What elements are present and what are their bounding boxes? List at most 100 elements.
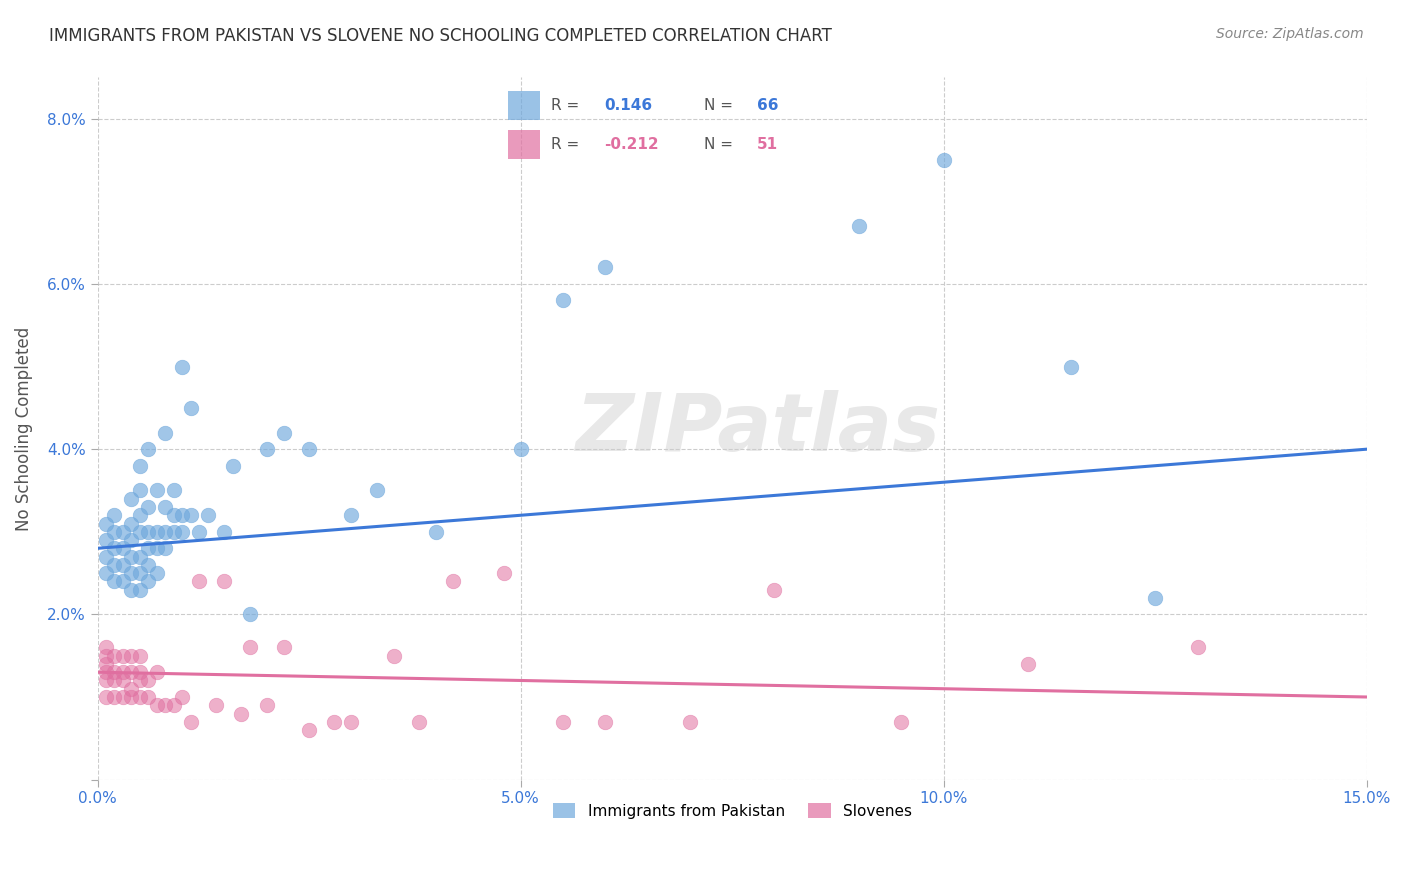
Point bbox=[441, 574, 464, 589]
Point bbox=[94, 673, 117, 688]
Point bbox=[138, 673, 160, 688]
Point bbox=[138, 574, 160, 589]
Point bbox=[120, 681, 142, 696]
Point bbox=[138, 541, 160, 556]
Point bbox=[120, 491, 142, 506]
Point bbox=[111, 673, 134, 688]
Point bbox=[593, 714, 616, 729]
Point bbox=[94, 690, 117, 704]
Point bbox=[509, 442, 531, 457]
Point bbox=[763, 582, 786, 597]
Point bbox=[256, 442, 278, 457]
Point bbox=[163, 508, 186, 523]
Point bbox=[128, 549, 150, 564]
Point bbox=[298, 442, 321, 457]
Point bbox=[120, 582, 142, 597]
Point bbox=[155, 425, 177, 440]
Point bbox=[128, 508, 150, 523]
Point bbox=[128, 690, 150, 704]
Point bbox=[103, 524, 125, 539]
Point bbox=[1144, 591, 1167, 605]
Y-axis label: No Schooling Completed: No Schooling Completed bbox=[15, 326, 32, 531]
Text: IMMIGRANTS FROM PAKISTAN VS SLOVENE NO SCHOOLING COMPLETED CORRELATION CHART: IMMIGRANTS FROM PAKISTAN VS SLOVENE NO S… bbox=[49, 27, 832, 45]
Point bbox=[103, 574, 125, 589]
Legend: Immigrants from Pakistan, Slovenes: Immigrants from Pakistan, Slovenes bbox=[547, 797, 918, 824]
Point bbox=[340, 714, 363, 729]
Point bbox=[593, 260, 616, 275]
Point bbox=[103, 648, 125, 663]
Point bbox=[138, 690, 160, 704]
Point bbox=[94, 665, 117, 680]
Point bbox=[146, 541, 169, 556]
Point bbox=[128, 524, 150, 539]
Point bbox=[111, 665, 134, 680]
Point bbox=[120, 648, 142, 663]
Point bbox=[120, 516, 142, 531]
Point bbox=[94, 566, 117, 580]
Point bbox=[382, 648, 405, 663]
Point bbox=[128, 673, 150, 688]
Point bbox=[111, 574, 134, 589]
Point bbox=[679, 714, 702, 729]
Point bbox=[273, 640, 295, 655]
Point bbox=[1059, 359, 1081, 374]
Point bbox=[94, 640, 117, 655]
Point bbox=[138, 524, 160, 539]
Point bbox=[138, 558, 160, 572]
Point bbox=[146, 698, 169, 713]
Point bbox=[180, 401, 202, 415]
Point bbox=[146, 665, 169, 680]
Point bbox=[273, 425, 295, 440]
Point bbox=[128, 566, 150, 580]
Text: ZIPatlas: ZIPatlas bbox=[575, 390, 941, 467]
Point bbox=[103, 558, 125, 572]
Point bbox=[120, 566, 142, 580]
Point bbox=[256, 698, 278, 713]
Point bbox=[197, 508, 219, 523]
Point bbox=[120, 549, 142, 564]
Point bbox=[128, 483, 150, 498]
Point bbox=[103, 541, 125, 556]
Point bbox=[890, 714, 912, 729]
Point bbox=[172, 508, 194, 523]
Point bbox=[172, 690, 194, 704]
Point bbox=[138, 442, 160, 457]
Point bbox=[1187, 640, 1209, 655]
Point bbox=[239, 607, 262, 622]
Point bbox=[163, 524, 186, 539]
Point bbox=[111, 648, 134, 663]
Point bbox=[180, 714, 202, 729]
Point bbox=[932, 153, 955, 167]
Text: Source: ZipAtlas.com: Source: ZipAtlas.com bbox=[1216, 27, 1364, 41]
Point bbox=[128, 665, 150, 680]
Point bbox=[239, 640, 262, 655]
Point bbox=[408, 714, 430, 729]
Point bbox=[155, 500, 177, 514]
Point bbox=[180, 508, 202, 523]
Point bbox=[155, 524, 177, 539]
Point bbox=[163, 698, 186, 713]
Point bbox=[94, 533, 117, 547]
Point bbox=[848, 219, 870, 234]
Point bbox=[551, 714, 574, 729]
Point bbox=[111, 558, 134, 572]
Point bbox=[103, 665, 125, 680]
Point bbox=[1017, 657, 1039, 671]
Point bbox=[172, 524, 194, 539]
Point bbox=[120, 690, 142, 704]
Point bbox=[103, 690, 125, 704]
Point bbox=[120, 533, 142, 547]
Point bbox=[138, 500, 160, 514]
Point bbox=[366, 483, 388, 498]
Point bbox=[340, 508, 363, 523]
Point bbox=[111, 541, 134, 556]
Point bbox=[103, 508, 125, 523]
Point bbox=[214, 524, 236, 539]
Point bbox=[205, 698, 228, 713]
Point bbox=[103, 673, 125, 688]
Point bbox=[111, 690, 134, 704]
Point bbox=[298, 723, 321, 737]
Point bbox=[231, 706, 253, 721]
Point bbox=[94, 648, 117, 663]
Point bbox=[146, 524, 169, 539]
